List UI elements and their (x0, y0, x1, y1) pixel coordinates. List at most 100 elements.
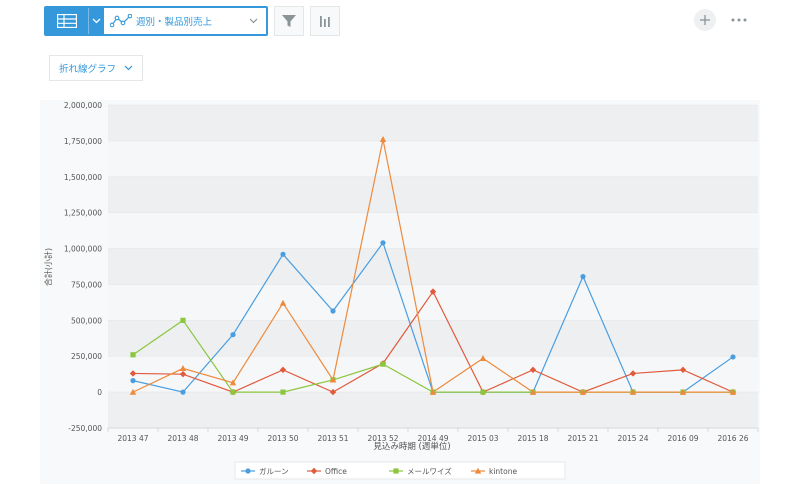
legend-item: Office (307, 467, 347, 476)
data-point (179, 365, 187, 372)
legend-marker (393, 468, 399, 474)
view-switcher: 週別・製品別売上 (44, 6, 268, 36)
y-axis-label: 合計(小計) (43, 248, 53, 286)
x-tick-label: 2013 47 (117, 434, 148, 443)
data-point (180, 317, 186, 323)
data-point (230, 389, 236, 395)
x-tick-label: 2015 21 (567, 434, 598, 443)
legend-item: kintone (471, 467, 517, 476)
plus-icon (700, 15, 710, 25)
x-tick-label: 2014 49 (417, 434, 448, 443)
filter-icon (282, 15, 296, 27)
data-point (480, 389, 486, 395)
data-point (580, 273, 586, 280)
y-tick-label: 1,250,000 (64, 209, 102, 218)
data-point (329, 376, 337, 383)
data-point (180, 389, 186, 395)
legend-item: ガルーン (241, 466, 289, 476)
data-point (629, 370, 637, 377)
data-point (679, 366, 687, 374)
chart-type-label: 折れ線グラフ (59, 64, 117, 75)
more-icon (731, 18, 747, 22)
y-tick-label: 1,500,000 (64, 173, 102, 182)
y-tick-label: 500,000 (71, 316, 102, 325)
data-point (280, 389, 286, 395)
data-point (380, 361, 386, 367)
line-chart: -250,000 0 250,000 500,000 750,000 1,000,000 1… (43, 101, 759, 480)
table-view-button[interactable] (46, 8, 88, 34)
y-tick-label: 1,750,000 (64, 137, 102, 146)
y-tick-label: 0 (97, 388, 102, 397)
data-point (279, 299, 287, 306)
data-point (429, 388, 437, 395)
grid-band (108, 212, 758, 249)
data-point (579, 388, 587, 395)
x-tick-label: 2013 49 (217, 434, 248, 443)
data-point (729, 388, 737, 395)
header-actions (694, 9, 750, 31)
data-point (380, 240, 386, 246)
y-tick-label: 250,000 (71, 352, 102, 361)
view-dropdown-button[interactable] (88, 8, 104, 34)
x-tick-label: 2013 51 (317, 434, 348, 443)
report-name: 週別・製品別売上 (136, 17, 213, 28)
data-point (529, 388, 537, 395)
y-tick-label: 750,000 (71, 280, 102, 289)
legend-marker (245, 468, 251, 474)
data-point (179, 370, 187, 378)
legend-label: kintone (489, 467, 517, 476)
x-tick-label: 2016 09 (667, 434, 698, 443)
legend-label: メールワイズ (407, 466, 452, 476)
bar-chart-icon (320, 16, 330, 27)
data-point (229, 379, 237, 386)
data-point (379, 136, 387, 143)
y-tick-label: 1,000,000 (64, 245, 102, 254)
data-point (130, 352, 136, 358)
legend-marker (310, 467, 318, 475)
grid-band (108, 176, 758, 213)
data-point (230, 332, 236, 338)
data-point (679, 388, 687, 395)
grid-band (108, 356, 758, 393)
grid-band (108, 320, 758, 357)
data-point (629, 388, 637, 395)
chart-area: -250,000 0 250,000 500,000 750,000 1,000,000 1… (40, 100, 760, 484)
report-toolbar: 週別・製品別売上 (44, 6, 340, 36)
x-axis-label: 見込み時期 (週単位) (373, 441, 450, 452)
filter-button[interactable] (274, 6, 304, 36)
grid-band (108, 392, 758, 428)
chart-settings-button[interactable] (310, 6, 340, 36)
grid-band (108, 140, 758, 177)
chevron-down-icon (124, 65, 133, 71)
x-tick-label: 2015 24 (617, 434, 648, 443)
line-graph-icon (110, 14, 132, 28)
more-button[interactable] (728, 9, 750, 31)
data-point (330, 308, 336, 314)
legend-item: メールワイズ (389, 466, 452, 476)
x-tick-label: 2015 03 (467, 434, 498, 443)
add-button[interactable] (694, 9, 716, 31)
x-tick-label: 2013 50 (267, 434, 298, 443)
grid-band (108, 248, 758, 285)
data-point (279, 366, 287, 374)
x-tick-label: 2015 18 (517, 434, 548, 443)
legend-label: Office (325, 467, 347, 476)
data-point (529, 366, 537, 374)
x-tick-label: 2013 48 (167, 434, 198, 443)
legend-label: ガルーン (259, 466, 289, 476)
data-point (730, 354, 736, 360)
data-point (479, 354, 487, 361)
x-tick-label: 2016 26 (717, 434, 748, 443)
legend-marker (474, 467, 482, 474)
data-point (280, 251, 286, 257)
data-point (329, 388, 337, 396)
y-tick-label: -250,000 (68, 424, 102, 433)
chevron-down-icon (92, 18, 101, 24)
table-icon (57, 14, 77, 28)
data-point (130, 378, 136, 384)
report-select[interactable]: 週別・製品別売上 (104, 8, 266, 34)
data-point (129, 388, 137, 395)
x-tick-label: 2013 52 (367, 434, 398, 443)
chart-type-dropdown[interactable]: 折れ線グラフ (49, 55, 144, 81)
chevron-down-icon (249, 18, 258, 24)
